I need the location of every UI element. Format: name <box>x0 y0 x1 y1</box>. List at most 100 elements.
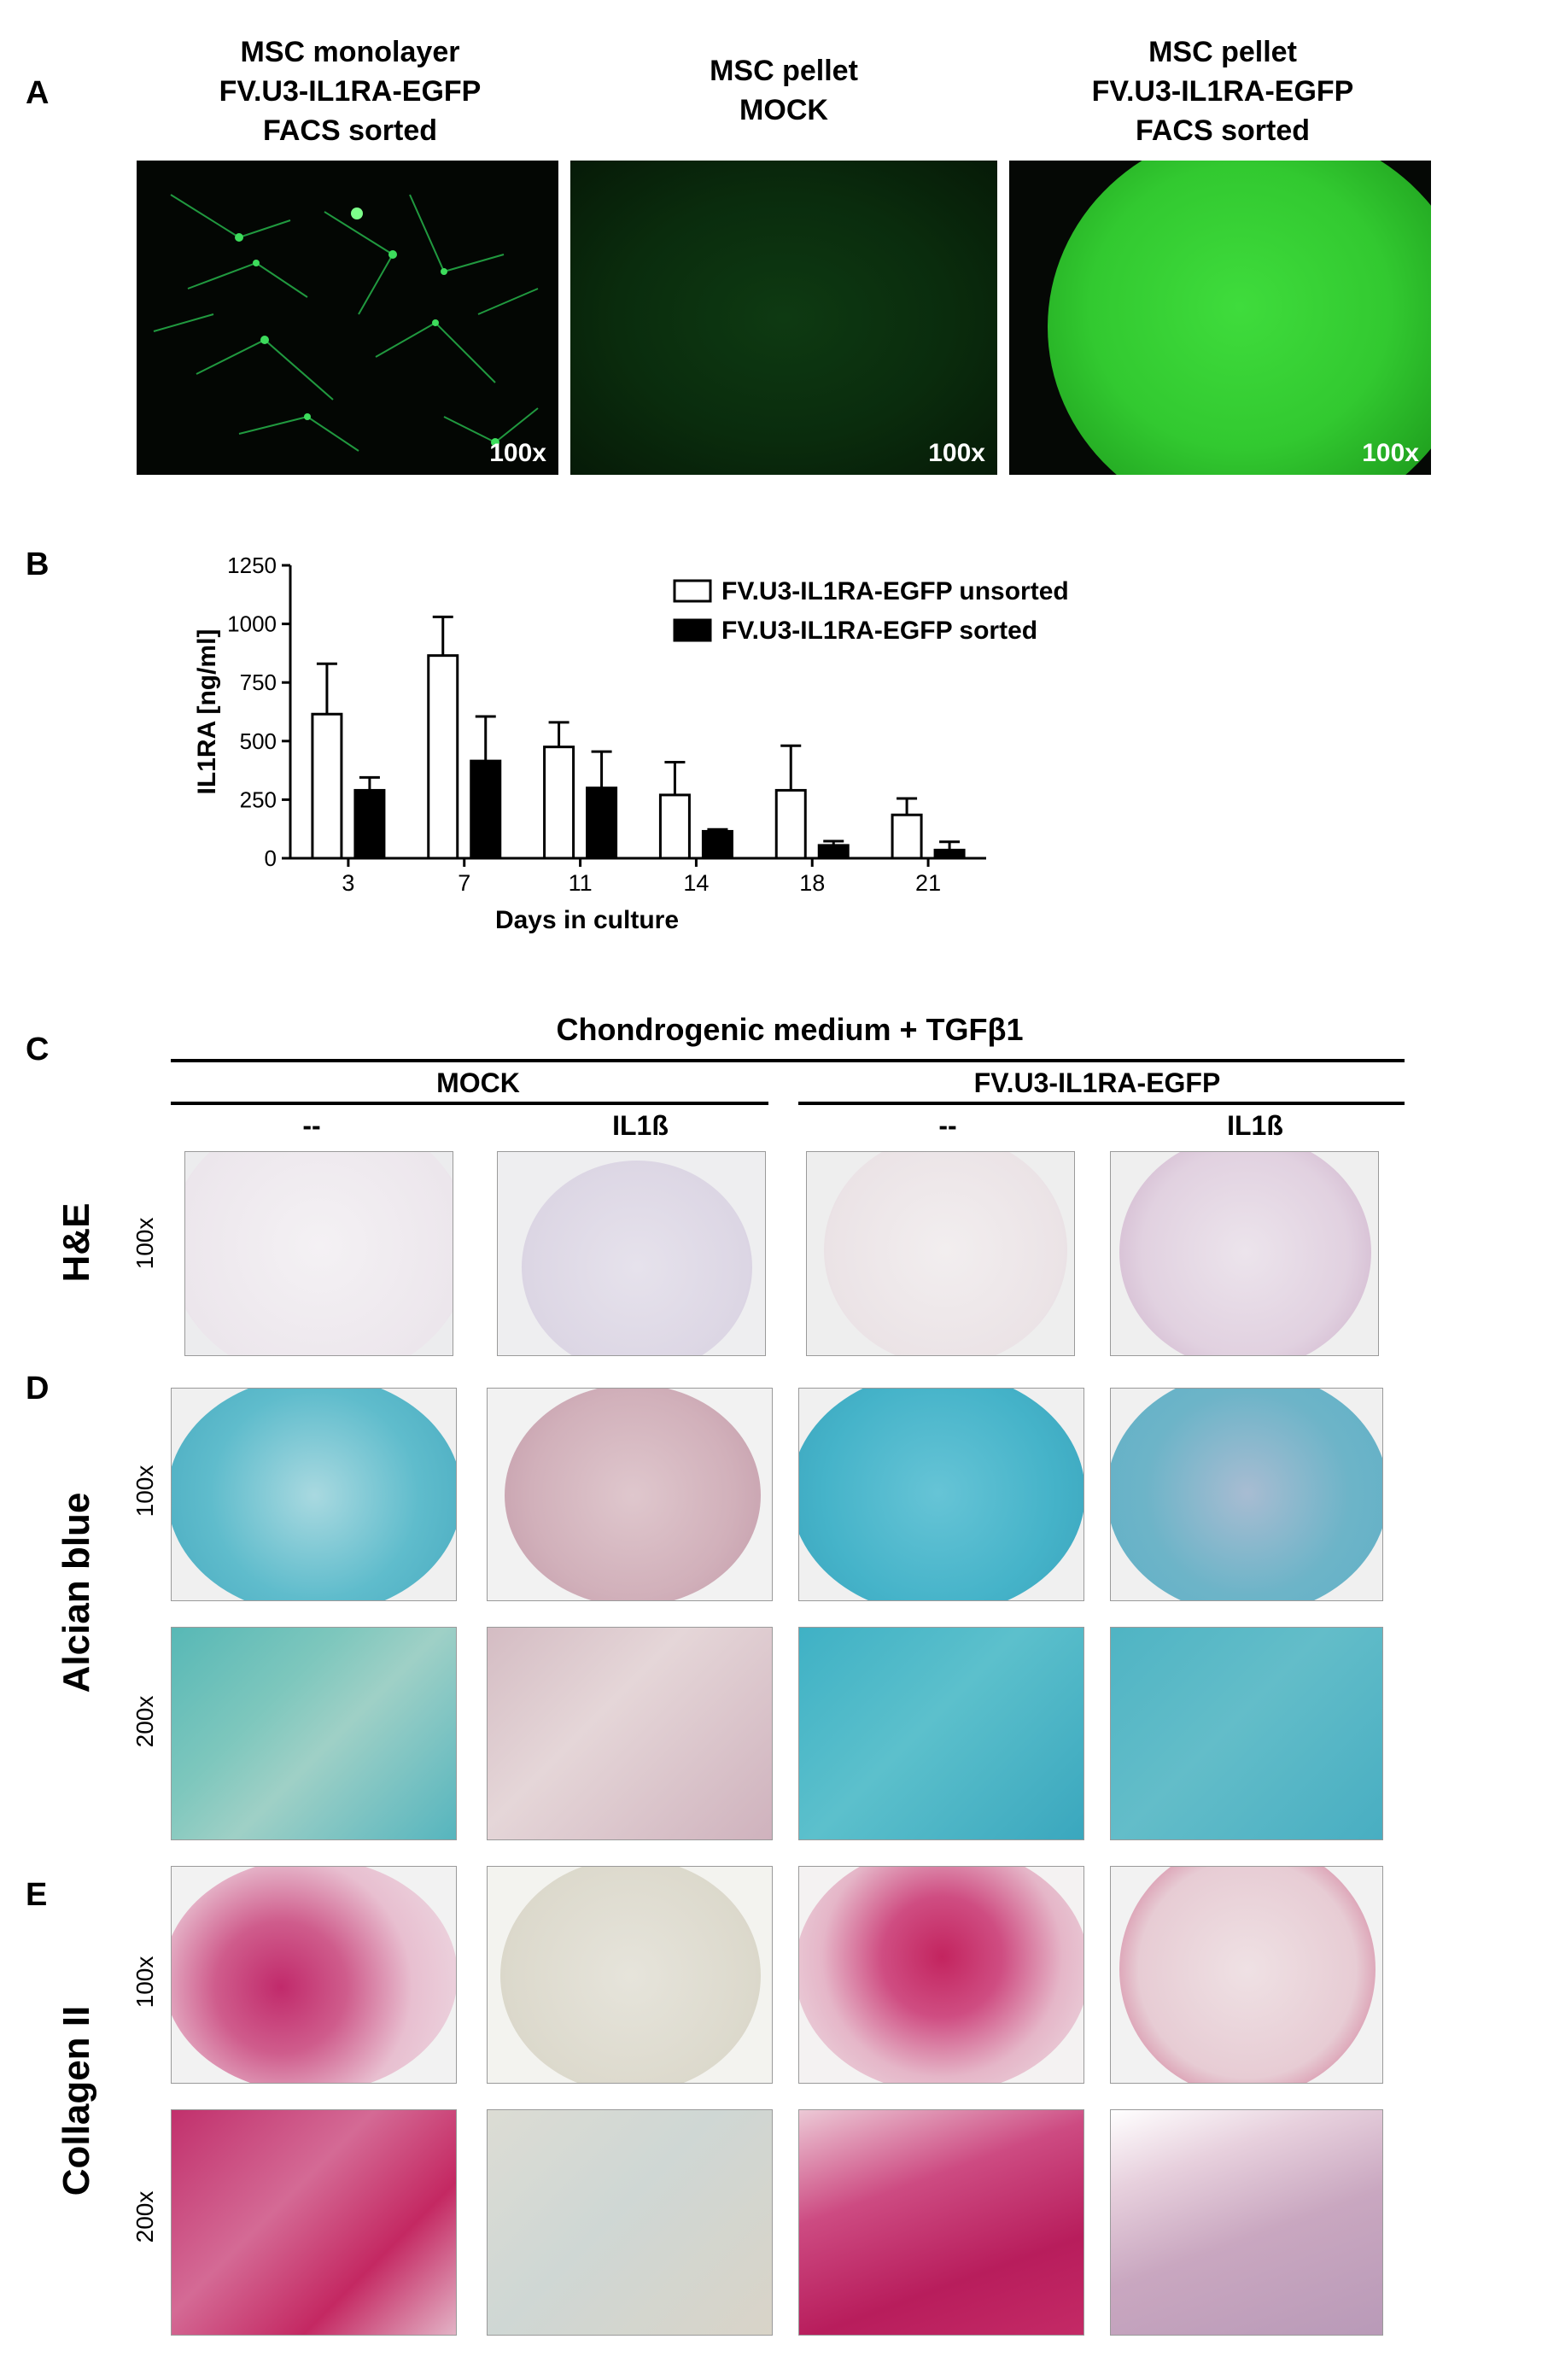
bar <box>427 654 459 860</box>
divider-line <box>171 1102 768 1105</box>
collagen-image-mock-control-200x <box>171 2109 457 2336</box>
bar <box>891 813 923 860</box>
panel-c-title: Chondrogenic medium + TGFβ1 <box>556 1012 1024 1047</box>
alcian-image-il1ra-control-200x <box>798 1627 1084 1840</box>
he-image-mock-control <box>184 1151 453 1356</box>
pellet-section <box>172 1867 456 2083</box>
x-tick-label: 21 <box>915 870 941 896</box>
alcian-image-mock-control-100x <box>171 1388 457 1601</box>
alcian-image-mock-il1b-100x <box>487 1388 773 1601</box>
legend-swatch <box>673 618 712 642</box>
il1ra-bar-chart: 0 250 500 750 1000 1250 3 7 11 14 18 21 Days in cult… <box>193 553 1069 934</box>
row-magnification: 100x <box>131 1465 158 1517</box>
x-tick-label: 11 <box>569 870 593 896</box>
legend-label: FV.U3-IL1RA-EGFP sorted <box>721 617 1037 645</box>
row-magnification: 100x <box>131 1217 158 1270</box>
row-label-alcian: Alcian blue <box>55 1492 97 1693</box>
alcian-image-mock-control-200x <box>171 1627 457 1840</box>
panel-label-b: B <box>26 547 50 582</box>
x-tick-label: 18 <box>799 870 825 896</box>
pellet-section <box>799 1867 1083 2083</box>
header-line: FACS sorted <box>1135 114 1311 147</box>
legend-swatch <box>673 579 712 603</box>
collagen-image-il1ra-il1b-200x <box>1110 2109 1383 2336</box>
alcian-image-il1ra-control-100x <box>798 1388 1084 1601</box>
pellet-section <box>1119 1867 1376 2083</box>
y-tick-label: 0 <box>265 845 277 871</box>
header-line: MOCK <box>739 94 828 126</box>
panel-a-header-monolayer: MSC monolayer FV.U3-IL1RA-EGFP FACS sort… <box>137 32 564 150</box>
panel-label-d: D <box>26 1371 50 1406</box>
y-tick-label: 1250 <box>227 553 277 578</box>
y-tick-label: 750 <box>240 670 277 695</box>
header-line: MSC monolayer <box>240 36 460 68</box>
header-line: MSC pellet <box>1148 36 1297 68</box>
alcian-image-il1ra-il1b-200x <box>1110 1627 1383 1840</box>
condition-label: IL1ß <box>612 1110 669 1141</box>
bar <box>933 848 966 860</box>
magnification-label: 100x <box>1362 439 1419 467</box>
pellet-section <box>824 1152 1067 1355</box>
collagen-image-il1ra-il1b-100x <box>1110 1866 1383 2084</box>
he-image-il1ra-control <box>806 1151 1075 1356</box>
x-tick-label: 14 <box>683 870 709 896</box>
pellet-section <box>185 1152 453 1355</box>
pellet-section <box>522 1161 752 1355</box>
row-magnification: 100x <box>131 1956 158 2009</box>
magnification-label: 100x <box>489 439 546 467</box>
condition-label: -- <box>302 1110 321 1141</box>
x-tick-label: 7 <box>458 870 470 896</box>
egfp-cells-graphic <box>153 194 539 452</box>
panel-label-c: C <box>26 1032 50 1067</box>
group-label-mock: MOCK <box>436 1067 520 1098</box>
y-axis-label: IL1RA [ng/ml] <box>193 629 221 795</box>
panel-a-header-mock-pellet: MSC pellet MOCK <box>570 51 997 130</box>
he-image-il1ra-il1b <box>1110 1151 1379 1356</box>
pellet-section <box>505 1389 761 1600</box>
y-tick-label: 1000 <box>227 611 277 637</box>
group-label-il1ra: FV.U3-IL1RA-EGFP <box>973 1067 1221 1098</box>
bar <box>658 793 691 860</box>
header-line: MSC pellet <box>710 55 858 87</box>
panel-label-e: E <box>26 1877 48 1913</box>
alcian-image-mock-il1b-200x <box>487 1627 773 1840</box>
bar <box>586 787 618 860</box>
pellet-section <box>500 1867 761 2083</box>
divider-line <box>171 1059 1405 1062</box>
y-tick-label: 500 <box>240 728 277 754</box>
row-magnification: 200x <box>131 1695 158 1748</box>
panel-label-a: A <box>26 75 50 111</box>
alcian-image-il1ra-il1b-100x <box>1110 1388 1383 1601</box>
panel-a-header-sorted-pellet: MSC pellet FV.U3-IL1RA-EGFP FACS sorted <box>1009 32 1436 150</box>
he-image-mock-il1b <box>497 1151 766 1356</box>
bar <box>543 746 575 860</box>
magnification-label: 100x <box>928 439 985 467</box>
bar <box>353 788 386 860</box>
bar <box>701 829 733 860</box>
fluorescence-image-sorted: 100x <box>1009 161 1431 475</box>
collagen-image-mock-il1b-200x <box>487 2109 773 2336</box>
row-magnification: 200x <box>131 2190 158 2243</box>
y-tick-label: 250 <box>240 787 277 812</box>
row-label-he: H&E <box>55 1202 97 1283</box>
pellet-section <box>799 1389 1083 1600</box>
row-label-collagen: Collagen II <box>55 2005 97 2196</box>
bar <box>311 712 343 860</box>
pellet-section <box>1119 1152 1371 1355</box>
collagen-image-mock-control-100x <box>171 1866 457 2084</box>
header-line: FV.U3-IL1RA-EGFP <box>219 75 482 108</box>
pellet-section <box>172 1389 456 1600</box>
collagen-image-il1ra-control-200x <box>798 2109 1084 2336</box>
fluorescence-image-mock: 100x <box>570 161 997 475</box>
collagen-image-mock-il1b-100x <box>487 1866 773 2084</box>
x-tick-label: 3 <box>342 870 354 896</box>
x-axis-label: Days in culture <box>495 906 679 934</box>
pellet-section <box>1111 1389 1382 1600</box>
bar <box>470 759 502 860</box>
condition-label: -- <box>938 1110 957 1141</box>
collagen-image-il1ra-control-100x <box>798 1866 1084 2084</box>
fluorescence-image-monolayer: 100x <box>137 161 558 475</box>
bar <box>817 844 850 860</box>
divider-line <box>798 1102 1405 1105</box>
bar <box>774 788 807 860</box>
